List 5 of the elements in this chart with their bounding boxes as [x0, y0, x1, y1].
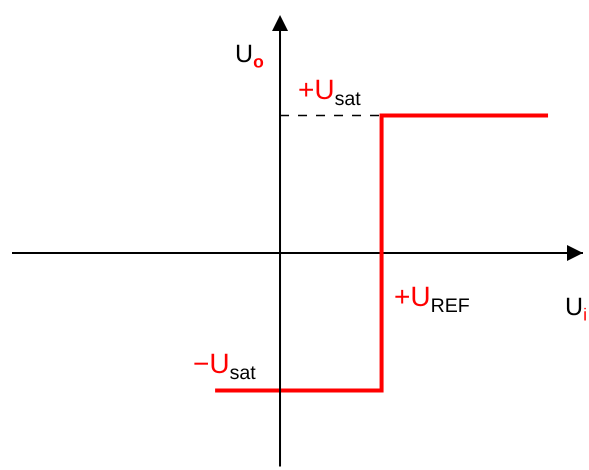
annotation: +U$_{REF}$	[394, 281, 470, 317]
y-axis-title: U$_{o}$	[235, 40, 264, 72]
ref-line-label: +U$_{sat}$	[298, 74, 362, 110]
annotation: −U$_{sat}$	[193, 348, 256, 384]
x-axis-title: U$_{i}$	[565, 293, 587, 324]
